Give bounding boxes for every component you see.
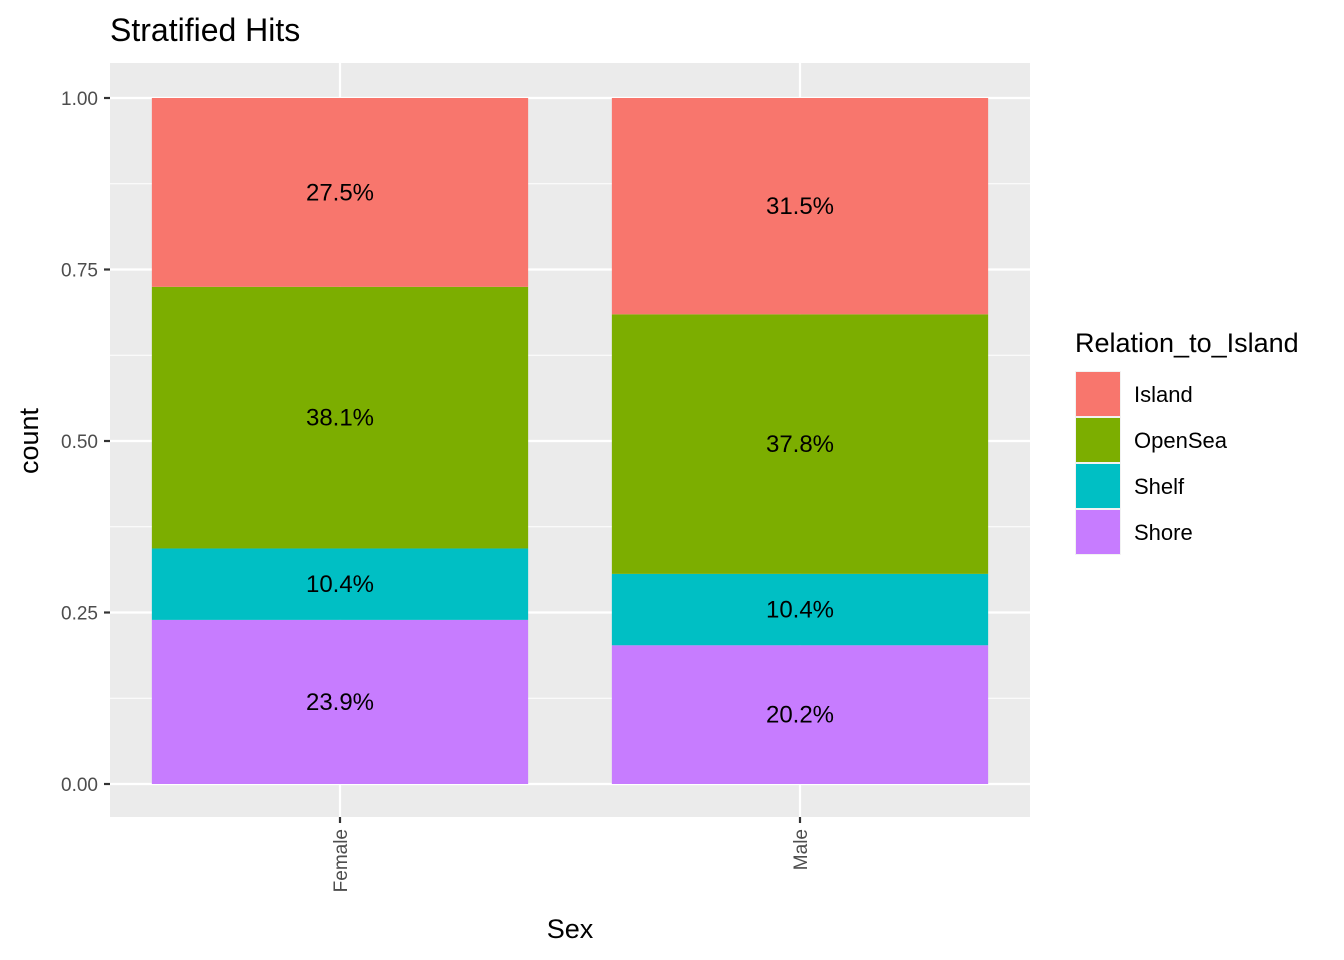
legend-swatch-shore (1076, 510, 1120, 554)
x-axis: Female Male (331, 817, 812, 892)
y-axis-title: count (14, 407, 44, 474)
bar-label-male-shelf: 10.4% (766, 597, 834, 624)
legend-label-shelf: Shelf (1134, 474, 1185, 499)
x-axis-title: Sex (547, 914, 594, 944)
legend-title: Relation_to_Island (1075, 328, 1299, 358)
bar-label-male-island: 31.5% (766, 193, 834, 220)
y-tick-label: 0.50 (61, 432, 98, 453)
y-tick-label: 0.75 (61, 261, 98, 282)
bar-segment-male-opensea (611, 314, 989, 574)
y-axis: 0.00 0.25 0.50 0.75 1.00 (61, 89, 110, 796)
bar-segment-female-island (151, 98, 529, 287)
x-tick-label-female: Female (331, 829, 352, 892)
x-tick-label-male: Male (791, 829, 812, 870)
legend: Relation_to_Island Island OpenSea Shelf Sho… (1075, 328, 1299, 555)
bar-label-male-opensea: 37.8% (766, 431, 834, 458)
legend-label-opensea: OpenSea (1134, 428, 1228, 453)
legend-swatch-shelf (1076, 464, 1120, 508)
legend-swatch-opensea (1076, 418, 1120, 462)
bar-label-female-shore: 23.9% (306, 689, 374, 716)
chart-title: Stratified Hits (110, 12, 300, 48)
legend-swatch-island (1076, 372, 1120, 416)
bar-segment-female-shore (151, 619, 529, 784)
bar-segment-male-shore (611, 645, 989, 784)
bar-segment-female-opensea (151, 286, 529, 549)
bar-label-female-opensea: 38.1% (306, 405, 374, 432)
bars-layer (151, 98, 989, 784)
bar-segment-female-shelf (151, 548, 529, 620)
bar-label-female-shelf: 10.4% (306, 571, 374, 598)
legend-label-shore: Shore (1134, 520, 1193, 545)
bar-segment-male-island (611, 98, 989, 315)
bar-label-male-shore: 20.2% (766, 702, 834, 729)
y-tick-label: 1.00 (61, 89, 98, 110)
bar-labels-layer: 23.9% 10.4% 38.1% 27.5% 20.2% 10.4% 37.8% 31.5% (306, 179, 834, 728)
bar-label-female-island: 27.5% (306, 179, 374, 206)
bar-segment-male-shelf (611, 573, 989, 646)
y-tick-label: 0.25 (61, 604, 98, 625)
y-tick-label: 0.00 (61, 775, 98, 796)
legend-label-island: Island (1134, 382, 1193, 407)
